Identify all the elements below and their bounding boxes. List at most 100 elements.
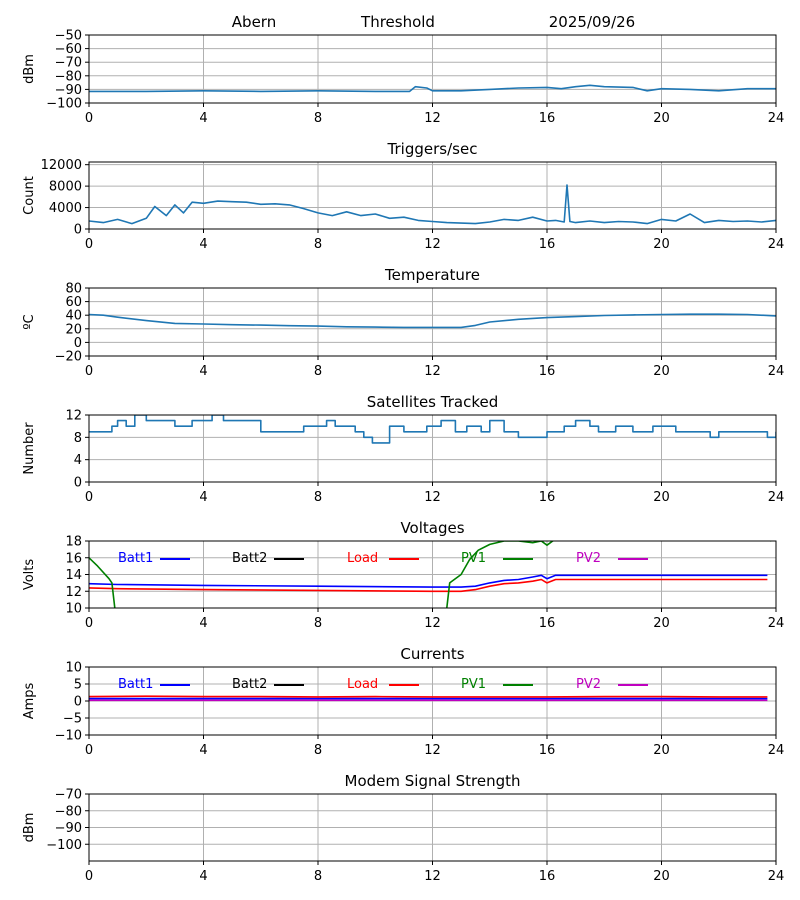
y-axis-label: Amps xyxy=(22,682,37,719)
legend-label: PV1 xyxy=(461,551,486,566)
x-tick-label: 0 xyxy=(85,616,93,631)
series-line-pv1 xyxy=(89,557,116,608)
y-tick-label: 14 xyxy=(65,568,82,583)
x-tick-label: 8 xyxy=(314,616,322,631)
y-tick-label: 80 xyxy=(65,282,82,297)
x-tick-label: 8 xyxy=(314,743,322,758)
y-tick-label: −10 xyxy=(55,729,82,744)
x-tick-label: 12 xyxy=(424,111,441,126)
y-axis-label: ºC xyxy=(22,314,37,329)
legend-label: Batt2 xyxy=(232,551,267,566)
y-tick-label: 20 xyxy=(65,322,82,337)
panel-currents: 0 4 8 12 16 20 24 −10 −5 0 5 10 Currents Amps Batt1 Bat… xyxy=(22,645,784,758)
series-line-noise-floor xyxy=(89,84,776,93)
y-axis-label: Volts xyxy=(22,559,37,591)
x-tick-label: 12 xyxy=(424,743,441,758)
y-tick-label: 10 xyxy=(65,661,82,676)
x-tick-label: 12 xyxy=(424,490,441,505)
series-group xyxy=(89,184,776,225)
y-axis-label: Number xyxy=(22,422,37,475)
legend-label: PV2 xyxy=(576,677,601,692)
x-tick-label: 4 xyxy=(199,364,207,379)
legend-label: Load xyxy=(347,677,378,692)
x-tick-label: 8 xyxy=(314,237,322,252)
panel-triggers: 0 4 8 12 16 20 24 0 4000 8000 12000 Triggers/sec Cou… xyxy=(22,140,784,252)
y-tick-label: −5 xyxy=(63,712,82,727)
y-tick-label: 8 xyxy=(74,431,82,446)
x-tick-label: 20 xyxy=(653,616,670,631)
x-tick-label: 24 xyxy=(768,616,785,631)
x-tick-label: 24 xyxy=(768,364,785,379)
x-tick-label: 16 xyxy=(539,869,556,884)
series-group xyxy=(89,541,774,608)
x-tick-label: 4 xyxy=(199,869,207,884)
x-tick-label: 16 xyxy=(539,111,556,126)
y-tick-label: −80 xyxy=(55,69,82,84)
series-line-pv1 xyxy=(446,541,555,608)
legend-label: PV2 xyxy=(576,551,601,566)
panel-modem: 0 4 8 12 16 20 24 −100 −90 −80−70 Modem Signal Str… xyxy=(22,772,784,884)
x-tick-label: 20 xyxy=(653,111,670,126)
x-tick-label: 20 xyxy=(653,490,670,505)
x-tick-label: 24 xyxy=(768,869,785,884)
series-line-triggers xyxy=(89,184,776,225)
y-tick-label: −50 xyxy=(55,29,82,44)
y-tick-label: 0 xyxy=(74,336,82,351)
x-tick-label: 12 xyxy=(424,869,441,884)
x-tick-label: 16 xyxy=(539,743,556,758)
y-tick-label: 4 xyxy=(74,453,82,468)
x-tick-label: 0 xyxy=(85,490,93,505)
x-tick-label: 4 xyxy=(199,743,207,758)
legend-label: Batt2 xyxy=(232,677,267,692)
x-tick-label: 4 xyxy=(199,616,207,631)
x-tick-label: 20 xyxy=(653,237,670,252)
y-tick-label: 4000 xyxy=(49,201,82,216)
x-tick-label: 12 xyxy=(424,364,441,379)
x-tick-label: 20 xyxy=(653,869,670,884)
y-tick-label: −90 xyxy=(55,83,82,98)
y-tick-label: −100 xyxy=(46,838,82,853)
legend-label: Load xyxy=(347,551,378,566)
series-line-batt1 xyxy=(89,574,768,588)
x-tick-label: 24 xyxy=(768,111,785,126)
y-tick-label: 5 xyxy=(74,678,82,693)
x-tick-label: 16 xyxy=(539,490,556,505)
y-tick-label: 0 xyxy=(74,223,82,238)
x-tick-label: 8 xyxy=(314,364,322,379)
chart-title: Satellites Tracked xyxy=(367,393,498,411)
y-tick-label: 12 xyxy=(65,409,82,424)
y-tick-label: 0 xyxy=(74,476,82,491)
series-line-load xyxy=(89,695,768,698)
y-axis-label: dBm xyxy=(22,813,37,843)
y-tick-label: 10 xyxy=(65,602,82,617)
y-tick-label: 16 xyxy=(65,551,82,566)
x-tick-label: 24 xyxy=(768,743,785,758)
series-group xyxy=(89,695,768,702)
y-tick-label: 12000 xyxy=(41,158,82,173)
series-group xyxy=(89,313,776,329)
x-tick-label: 16 xyxy=(539,237,556,252)
y-tick-label: 60 xyxy=(65,295,82,310)
x-tick-label: 8 xyxy=(314,490,322,505)
x-tick-label: 4 xyxy=(199,490,207,505)
series-line-satellites xyxy=(89,415,776,444)
x-tick-label: 12 xyxy=(424,616,441,631)
y-tick-label: −80 xyxy=(55,804,82,819)
series-group xyxy=(89,84,776,93)
legend-label: Batt1 xyxy=(118,677,153,692)
x-tick-label: 24 xyxy=(768,490,785,505)
x-tick-label: 20 xyxy=(653,743,670,758)
y-tick-label: −60 xyxy=(55,42,82,57)
x-tick-label: 0 xyxy=(85,743,93,758)
header-date: 2025/09/26 xyxy=(549,13,635,31)
y-tick-label: −70 xyxy=(55,788,82,803)
x-tick-label: 4 xyxy=(199,111,207,126)
header-station: Abern xyxy=(232,13,276,31)
y-tick-label: 8000 xyxy=(49,180,82,195)
legend-label: PV1 xyxy=(461,677,486,692)
chart-title: Temperature xyxy=(384,266,480,284)
x-tick-label: 20 xyxy=(653,364,670,379)
y-tick-label: 0 xyxy=(74,695,82,710)
